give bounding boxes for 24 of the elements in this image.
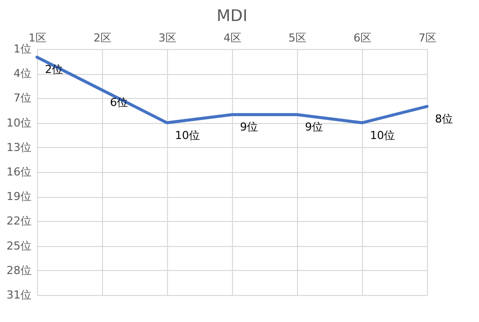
y-tick-label: 19位	[6, 190, 32, 204]
chart-title: MDI	[216, 6, 248, 25]
y-tick-label: 4位	[14, 67, 32, 80]
data-label: 8位	[435, 112, 453, 126]
y-tick-label: 22位	[6, 214, 32, 228]
x-tick-label: 5区	[288, 32, 306, 44]
x-tick-label: 3区	[158, 32, 176, 44]
data-label: 10位	[175, 128, 200, 142]
data-label: 9位	[305, 120, 323, 134]
x-tick-label: 1区	[28, 32, 46, 44]
data-label: 10位	[370, 128, 395, 142]
y-tick-label: 31位	[6, 288, 32, 302]
y-tick-label: 1位	[14, 42, 32, 56]
y-tick-label: 28位	[6, 264, 32, 277]
x-tick-label: 2区	[94, 32, 112, 44]
y-tick-label: 10位	[6, 116, 32, 130]
y-tick-label: 7位	[14, 92, 32, 105]
x-tick-label: 4区	[224, 32, 242, 44]
x-tick-label: 7区	[418, 32, 436, 44]
y-tick-label: 16位	[6, 166, 32, 178]
x-tick-label: 6区	[354, 32, 372, 44]
y-tick-label: 13位	[6, 140, 32, 154]
y-tick-label: 25位	[6, 239, 32, 252]
data-label: 9位	[240, 120, 258, 134]
